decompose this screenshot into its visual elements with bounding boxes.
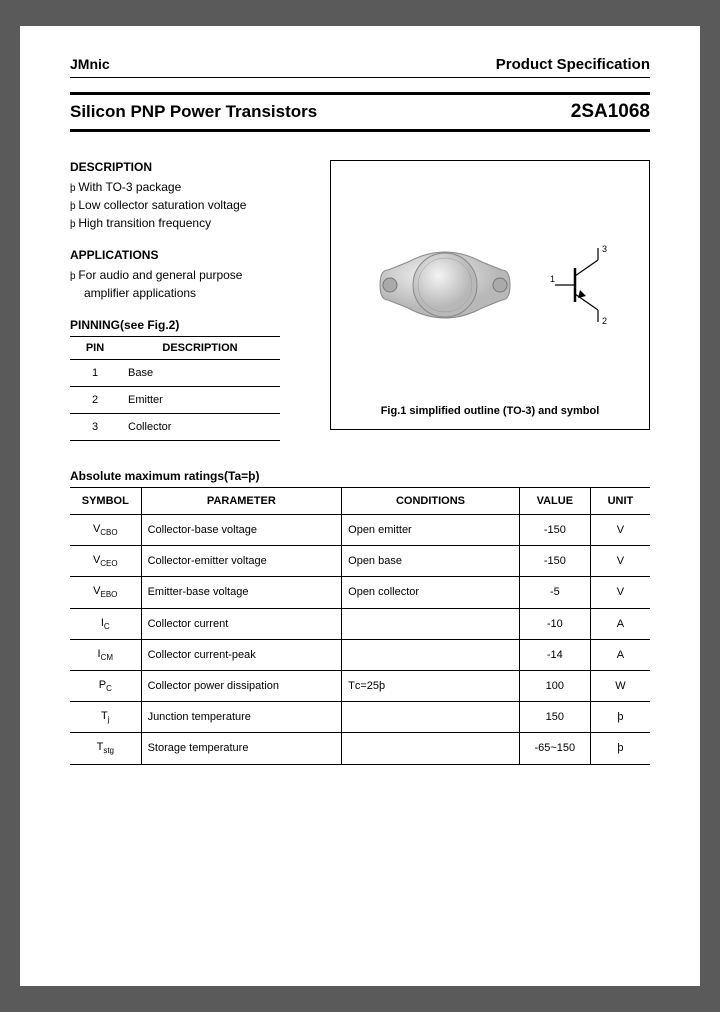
table-row: VEBOEmitter-base voltageOpen collector-5… (70, 577, 650, 608)
figure-content: 1 2 3 (341, 171, 639, 399)
value-cell: -65~150 (519, 733, 590, 764)
cond-cell (342, 733, 520, 764)
pin-desc-cell: Emitter (120, 387, 280, 414)
col-symbol: SYMBOL (70, 488, 141, 515)
unit-cell: A (590, 608, 650, 639)
unit-cell: A (590, 639, 650, 670)
value-cell: -150 (519, 515, 590, 546)
table-row: 2 Emitter (70, 387, 280, 414)
symbol-pin-label: 2 (602, 316, 607, 326)
desc-col-header: DESCRIPTION (120, 337, 280, 360)
header: JMnic Product Specification (70, 56, 650, 78)
cond-cell: Tᴄ=25þ (342, 670, 520, 701)
symbol-cell: ICM (70, 639, 141, 670)
unit-cell: V (590, 546, 650, 577)
param-cell: Collector-emitter voltage (141, 546, 342, 577)
table-row: TjJunction temperature 150þ (70, 702, 650, 733)
table-row: TstgStorage temperature -65~150þ (70, 733, 650, 764)
col-param: PARAMETER (141, 488, 342, 515)
col-unit: UNIT (590, 488, 650, 515)
applications-list: For audio and general purpose amplifier … (70, 266, 314, 302)
col-cond: CONDITIONS (342, 488, 520, 515)
table-row: 3 Collector (70, 414, 280, 441)
param-cell: Storage temperature (141, 733, 342, 764)
pin-desc-cell: Collector (120, 414, 280, 441)
part-number: 2SA1068 (571, 101, 650, 123)
pin-desc-cell: Base (120, 360, 280, 387)
figure-caption: Fig.1 simplified outline (TO-3) and symb… (381, 399, 600, 419)
symbol-cell: Tj (70, 702, 141, 733)
spec-label: Product Specification (496, 56, 650, 73)
symbol-cell: VCBO (70, 515, 141, 546)
value-cell: -5 (519, 577, 590, 608)
table-row: ICMCollector current-peak -14A (70, 639, 650, 670)
unit-cell: W (590, 670, 650, 701)
cond-cell: Open emitter (342, 515, 520, 546)
brand-label: JMnic (70, 56, 110, 72)
pinning-heading: PINNING(see Fig.2) (70, 318, 314, 332)
pin-cell: 2 (70, 387, 120, 414)
cond-cell: Open base (342, 546, 520, 577)
pinning-table: PIN DESCRIPTION 1 Base 2 Emitter 3 (70, 336, 280, 441)
desc-item: Low collector saturation voltage (70, 196, 314, 214)
description-heading: DESCRIPTION (70, 160, 314, 174)
symbol-pin-label: 1 (550, 274, 555, 284)
applications-heading: APPLICATIONS (70, 248, 314, 262)
upper-left-column: DESCRIPTION With TO-3 package Low collec… (70, 160, 314, 441)
desc-item: High transition frequency (70, 214, 314, 232)
table-row: 1 Base (70, 360, 280, 387)
param-cell: Collector power dissipation (141, 670, 342, 701)
value-cell: -150 (519, 546, 590, 577)
pin-cell: 1 (70, 360, 120, 387)
cond-cell: Open collector (342, 577, 520, 608)
unit-cell: V (590, 577, 650, 608)
unit-cell: þ (590, 702, 650, 733)
table-row: VCBOCollector-base voltageOpen emitter-1… (70, 515, 650, 546)
pin-cell: 3 (70, 414, 120, 441)
symbol-cell: VEBO (70, 577, 141, 608)
pin-col-header: PIN (70, 337, 120, 360)
symbol-cell: Tstg (70, 733, 141, 764)
symbol-cell: VCEO (70, 546, 141, 577)
value-cell: 100 (519, 670, 590, 701)
unit-cell: V (590, 515, 650, 546)
desc-item: With TO-3 package (70, 178, 314, 196)
param-cell: Collector-base voltage (141, 515, 342, 546)
figure-box: 1 2 3 Fig.1 simplified outline (TO-3) an… (330, 160, 650, 430)
ratings-heading: Absolute maximum ratings(Ta=þ) (70, 469, 650, 483)
title-bar: Silicon PNP Power Transistors 2SA1068 (70, 92, 650, 132)
description-list: With TO-3 package Low collector saturati… (70, 178, 314, 232)
datasheet-page: JMnic Product Specification Silicon PNP … (20, 26, 700, 986)
param-cell: Junction temperature (141, 702, 342, 733)
transistor-symbol-icon: 1 2 3 (550, 240, 620, 330)
col-value: VALUE (519, 488, 590, 515)
cond-cell (342, 639, 520, 670)
value-cell: 150 (519, 702, 590, 733)
app-line: For audio and general purpose (70, 266, 314, 284)
table-row: ICCollector current -10A (70, 608, 650, 639)
param-cell: Collector current-peak (141, 639, 342, 670)
symbol-cell: PC (70, 670, 141, 701)
cond-cell (342, 702, 520, 733)
to3-package-icon (360, 230, 530, 340)
table-row: VCEOCollector-emitter voltageOpen base-1… (70, 546, 650, 577)
value-cell: -14 (519, 639, 590, 670)
cond-cell (342, 608, 520, 639)
product-title: Silicon PNP Power Transistors (70, 102, 317, 122)
table-row: PCCollector power dissipationTᴄ=25þ100W (70, 670, 650, 701)
symbol-pin-label: 3 (602, 244, 607, 254)
symbol-cell: IC (70, 608, 141, 639)
unit-cell: þ (590, 733, 650, 764)
upper-section: DESCRIPTION With TO-3 package Low collec… (70, 160, 650, 441)
ratings-table: SYMBOL PARAMETER CONDITIONS VALUE UNIT V… (70, 487, 650, 765)
param-cell: Emitter-base voltage (141, 577, 342, 608)
param-cell: Collector current (141, 608, 342, 639)
app-line: amplifier applications (70, 284, 314, 302)
value-cell: -10 (519, 608, 590, 639)
